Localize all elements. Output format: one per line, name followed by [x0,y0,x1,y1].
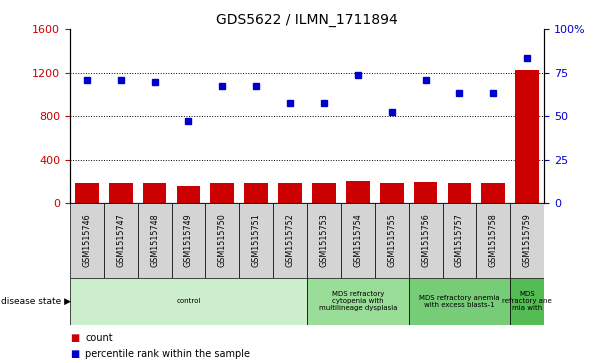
Bar [176,186,200,203]
Bar [307,203,341,278]
Bar [380,183,404,203]
Text: GSM1515748: GSM1515748 [150,214,159,267]
Text: GSM1515747: GSM1515747 [116,213,125,268]
Bar [516,70,539,203]
Bar [206,203,240,278]
Text: count: count [85,333,112,343]
Text: GSM1515746: GSM1515746 [82,214,91,267]
Text: MDS
refractory ane
mia with: MDS refractory ane mia with [502,291,552,311]
Text: GSM1515754: GSM1515754 [353,213,362,268]
Bar [244,183,268,203]
Bar [75,183,98,203]
Bar [240,203,273,278]
Bar [171,203,206,278]
Text: GSM1515753: GSM1515753 [319,213,328,268]
Bar [510,278,544,325]
Bar [477,203,510,278]
Bar [273,203,307,278]
Text: GSM1515755: GSM1515755 [387,213,396,268]
Bar [109,183,133,203]
Text: GSM1515752: GSM1515752 [286,213,295,268]
Bar [375,203,409,278]
Text: GSM1515750: GSM1515750 [218,213,227,268]
Text: GSM1515749: GSM1515749 [184,213,193,268]
Bar [443,203,477,278]
Text: control: control [176,298,201,304]
Bar [143,183,167,203]
Bar [346,181,370,203]
Bar [482,183,505,203]
Title: GDS5622 / ILMN_1711894: GDS5622 / ILMN_1711894 [216,13,398,26]
Bar [312,183,336,203]
Text: GSM1515756: GSM1515756 [421,213,430,268]
Bar [413,182,437,203]
Bar [307,278,409,325]
Text: ■: ■ [70,349,79,359]
Bar [104,203,137,278]
Bar [278,183,302,203]
Text: GSM1515751: GSM1515751 [252,213,261,268]
Text: MDS refractory
cytopenia with
multilineage dysplasia: MDS refractory cytopenia with multilinea… [319,291,397,311]
Bar [510,203,544,278]
Bar [409,278,510,325]
Text: disease state ▶: disease state ▶ [1,297,71,306]
Bar [447,183,471,203]
Bar [341,203,375,278]
Text: MDS refractory anemia
with excess blasts-1: MDS refractory anemia with excess blasts… [419,295,500,308]
Text: GSM1515757: GSM1515757 [455,213,464,268]
Text: ■: ■ [70,333,79,343]
Text: GSM1515758: GSM1515758 [489,213,498,268]
Bar [137,203,171,278]
Bar [70,278,307,325]
Bar [409,203,443,278]
Bar [70,203,104,278]
Bar [210,183,234,203]
Text: percentile rank within the sample: percentile rank within the sample [85,349,250,359]
Text: GSM1515759: GSM1515759 [523,213,532,268]
